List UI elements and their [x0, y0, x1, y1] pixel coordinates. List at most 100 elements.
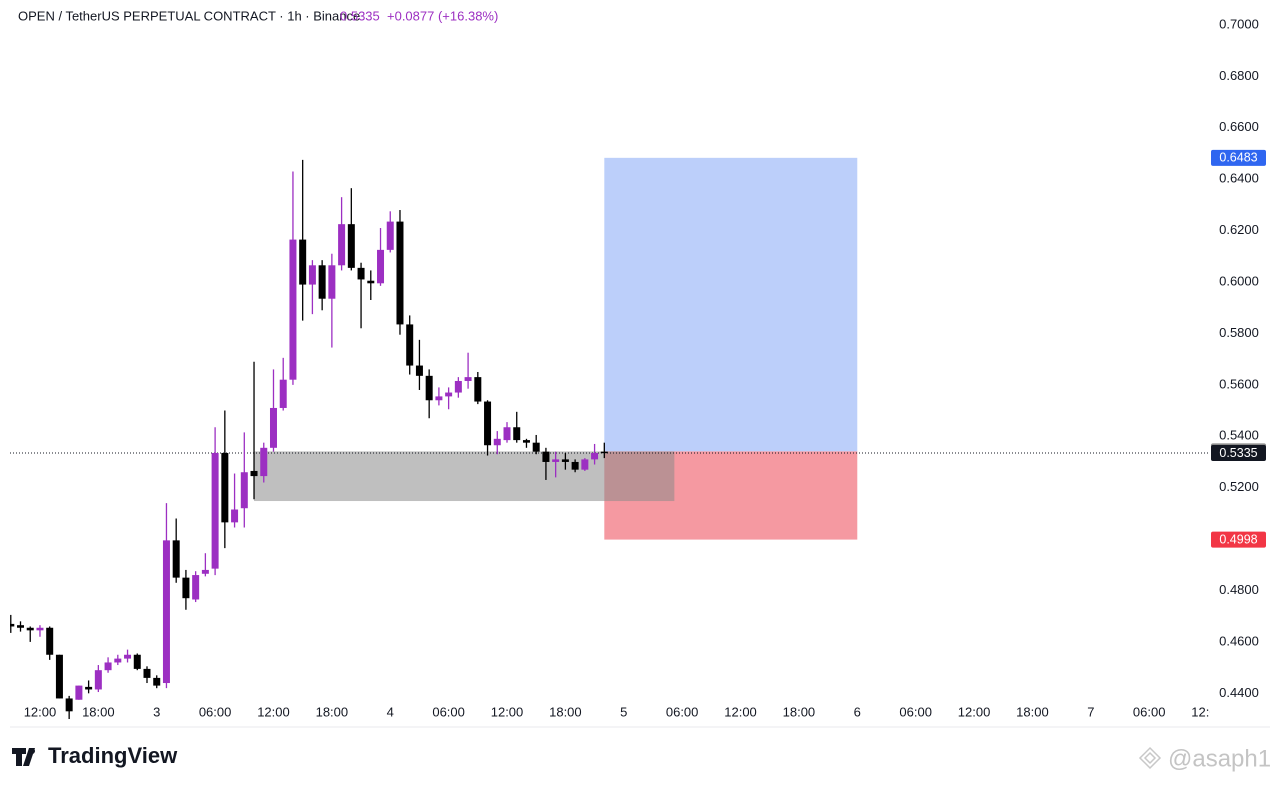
candle-body	[279, 379, 287, 408]
chart-title: OPEN / TetherUS PERPETUAL CONTRACT · 1h …	[18, 8, 360, 23]
candle-body	[532, 442, 540, 452]
logo	[12, 748, 35, 766]
candle-body	[571, 461, 579, 470]
candle-body	[474, 377, 482, 402]
candle-body	[75, 685, 83, 700]
y-tick-label: 0.7000	[1219, 16, 1259, 31]
branding: TradingView	[48, 743, 178, 768]
candle-body	[425, 375, 433, 401]
price-tag	[1211, 149, 1266, 166]
x-tick-label: 06:00	[1133, 704, 1166, 719]
price-tag-label: 0.6483	[1219, 151, 1257, 165]
candle-body	[581, 459, 589, 470]
y-tick-label: 0.6000	[1219, 273, 1259, 288]
candle-body	[260, 447, 268, 477]
candle-body	[26, 627, 34, 631]
watermark: @asaph1	[1168, 745, 1271, 772]
change: +0.0877 (+16.38%)	[387, 8, 498, 23]
x-tick-label: 18:00	[549, 704, 582, 719]
x-tick-label: 12:00	[257, 704, 290, 719]
candle-body	[308, 265, 316, 285]
gray-zone	[254, 451, 675, 502]
candle-body	[85, 686, 93, 690]
candle-body	[347, 224, 355, 268]
price-tag-label: 0.4998	[1219, 532, 1257, 546]
candle-body	[513, 427, 521, 441]
x-tick-label: 12:00	[1191, 704, 1224, 719]
candle-body	[318, 265, 326, 299]
candle-body	[484, 401, 492, 446]
candle-body	[231, 509, 239, 523]
candle-body	[396, 221, 404, 325]
candle-body	[552, 459, 560, 462]
candle-body	[445, 392, 453, 397]
candle-body	[377, 249, 385, 284]
candle-body	[221, 452, 229, 523]
candle-body	[153, 677, 161, 686]
y-tick-label: 0.5200	[1219, 479, 1259, 494]
plot: 12:00 18:00 3 06:00 12:00 18:00 4 06:00 12:00 18:…	[10, 157, 1224, 719]
y-tick-label: 0.4600	[1219, 633, 1259, 648]
x-tick-label: 06:00	[666, 704, 699, 719]
candle-body	[201, 569, 209, 574]
candle-body	[367, 280, 375, 284]
candle-body	[338, 224, 346, 266]
candle-body	[192, 575, 200, 600]
x-tick-label: 5	[620, 704, 627, 719]
x-tick-label: 18:00	[783, 704, 816, 719]
x-tick-label: 18:00	[1016, 704, 1049, 719]
candle-body	[542, 451, 550, 462]
y-tick-label: 0.6600	[1219, 119, 1259, 134]
x-tick-label: 12:00	[24, 704, 57, 719]
x-tick-label: 18:00	[82, 704, 115, 719]
candle-body	[503, 427, 511, 441]
last-price: 0.5335	[340, 8, 380, 23]
candle-body	[386, 221, 394, 250]
y-tick-label: 0.5800	[1219, 325, 1259, 340]
y-tick-label: 0.6200	[1219, 222, 1259, 237]
candle-body	[328, 265, 336, 299]
candle-body	[357, 267, 365, 280]
candle-body	[17, 625, 25, 628]
watermark-icon	[1138, 746, 1162, 770]
candle-body	[211, 452, 219, 569]
logo-icon	[12, 748, 35, 766]
x-tick-label: 6	[854, 704, 861, 719]
price-tag	[1211, 444, 1266, 461]
candle-body	[464, 377, 472, 381]
candle-body	[46, 627, 54, 655]
candle-body	[561, 459, 569, 462]
logo-dot	[29, 748, 35, 754]
candle-body	[36, 627, 44, 631]
candle-body	[65, 698, 73, 712]
x-tick-label: 4	[387, 704, 394, 719]
candle-body	[124, 654, 132, 659]
candle-body	[289, 239, 297, 380]
x-tick-label: 3	[153, 704, 160, 719]
candle-body	[104, 662, 112, 671]
x-tick-label: 06:00	[432, 704, 465, 719]
candle-body	[406, 324, 414, 366]
y-tick-label: 0.5600	[1219, 376, 1259, 391]
y-tick-label: 0.4800	[1219, 582, 1259, 597]
x-tick-label: 12:00	[491, 704, 524, 719]
candle-body	[240, 472, 248, 509]
candle-body	[269, 407, 277, 448]
profit-zone	[604, 157, 858, 452]
price-tag	[1211, 531, 1266, 548]
price-tag-label: 0.5335	[1219, 446, 1257, 460]
candle-body	[10, 623, 15, 627]
candle-body	[415, 365, 423, 376]
candle-body	[55, 654, 63, 699]
candle-body	[143, 668, 151, 678]
x-tick-label: 12:00	[958, 704, 991, 719]
candle-body	[493, 438, 501, 446]
candle-body	[522, 440, 530, 443]
candle-body	[133, 654, 141, 669]
candle-body	[182, 577, 190, 599]
candle-body	[114, 658, 122, 663]
x-tick-label: 18:00	[316, 704, 349, 719]
x-tick-label: 06:00	[199, 704, 232, 719]
y-tick-label: 0.6800	[1219, 68, 1259, 83]
candle-body	[162, 540, 170, 684]
